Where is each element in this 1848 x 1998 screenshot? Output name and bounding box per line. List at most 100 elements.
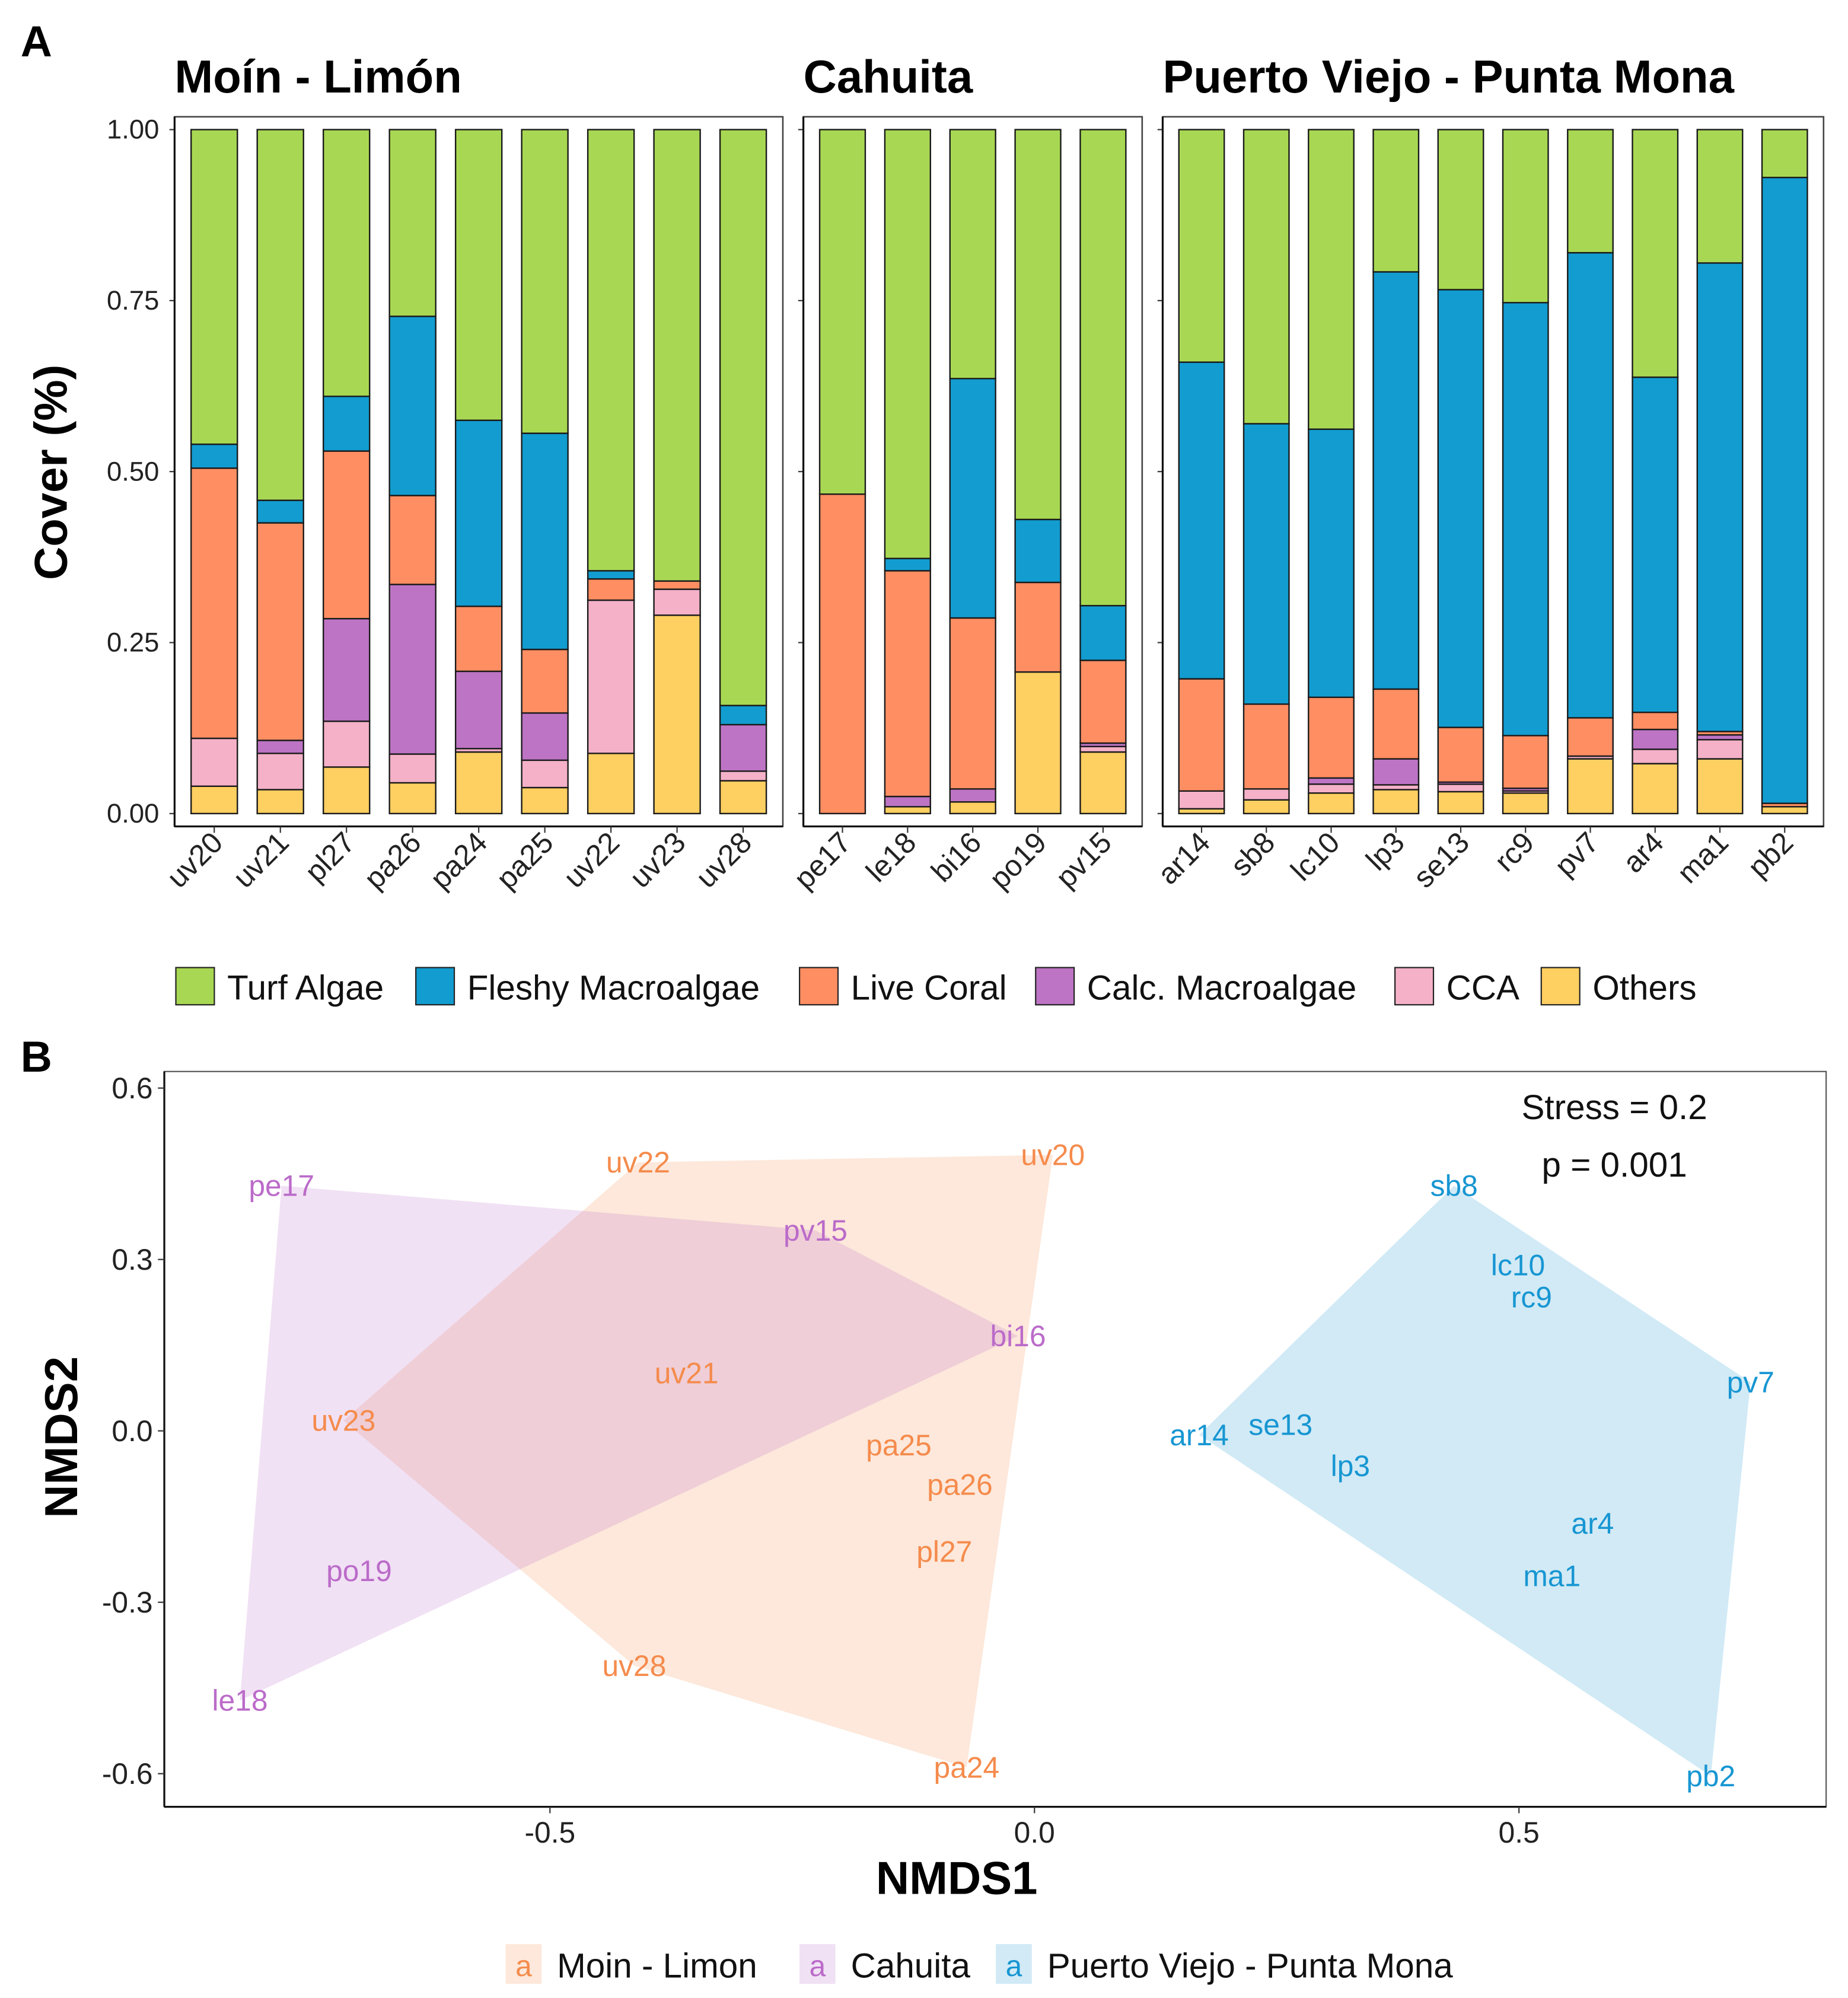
bar-segment-bi16-live-coral <box>949 617 996 790</box>
bar-segment-uv23-live-coral <box>653 580 701 590</box>
bar-segment-uv20-cca <box>190 737 238 787</box>
bar-segment-pa25-others <box>521 786 569 815</box>
x-tick-label: uv23 <box>623 826 692 894</box>
point-label-pa25: pa25 <box>866 1429 932 1462</box>
bar-segment-uv28-fleshy-macroalgae <box>719 705 767 726</box>
x-tick-label: ar4 <box>1616 826 1669 879</box>
point-label-uv20: uv20 <box>1021 1139 1085 1172</box>
bar-segment-bi16-others <box>949 801 996 815</box>
legend-key-puerto-viejo-punta-mona <box>996 1944 1032 1984</box>
x-tick-label: 0.5 <box>1499 1816 1540 1849</box>
bar-segment-sb8-live-coral <box>1242 703 1290 790</box>
y-tick-label: 0.0 <box>111 1414 152 1448</box>
bar-segment-ar4-fleshy-macroalgae <box>1632 376 1679 713</box>
bar-segment-po19-fleshy-macroalgae <box>1014 518 1062 584</box>
point-label-lp3: lp3 <box>1331 1449 1370 1483</box>
bar-segment-bi16-turf-algae <box>949 129 996 380</box>
bar-segment-lc10-live-coral <box>1308 696 1355 779</box>
bar-segment-pv15-cca <box>1079 745 1127 753</box>
bar-segment-pa24-others <box>454 751 503 815</box>
bar-segment-pl27-calc-macroalgae <box>322 617 371 722</box>
legend-swatch-turf-algae <box>175 967 215 1006</box>
bar-segment-pv15-fleshy-macroalgae <box>1079 605 1127 661</box>
bar-segment-pa24-live-coral <box>454 606 503 673</box>
y-tick-label: 0.75 <box>107 285 159 316</box>
bar-segment-pb2-fleshy-macroalgae <box>1761 177 1808 804</box>
bar-segment-lp3-fleshy-macroalgae <box>1372 271 1420 690</box>
bar-segment-ar4-calc-macroalgae <box>1632 728 1679 750</box>
bar-segment-pv15-live-coral <box>1079 659 1127 744</box>
point-label-lc10: lc10 <box>1491 1249 1545 1282</box>
bar-segment-pa26-fleshy-macroalgae <box>388 316 436 496</box>
point-label-pv7: pv7 <box>1727 1366 1774 1399</box>
legend-label: Others <box>1592 969 1696 1008</box>
x-tick-label: uv20 <box>160 826 229 894</box>
y-tick-label: -0.3 <box>102 1586 153 1619</box>
y-tick-label: 0.3 <box>111 1243 152 1276</box>
x-tick-label: rc9 <box>1488 826 1540 878</box>
bar-segment-po19-others <box>1014 671 1062 815</box>
x-tick-label: lc10 <box>1284 826 1346 887</box>
point-label-pv15: pv15 <box>783 1214 847 1247</box>
legend-label: Moin - Limon <box>557 1946 757 1985</box>
bar-segment-sb8-turf-algae <box>1242 129 1290 425</box>
y-axis-title: NMDS2 <box>35 1356 87 1518</box>
bar-segment-lp3-others <box>1372 789 1420 815</box>
x-tick-label: se13 <box>1407 826 1476 894</box>
y-tick-label: 0.00 <box>107 798 159 828</box>
bar-segment-uv28-calc-macroalgae <box>719 724 767 772</box>
x-tick-label: ma1 <box>1671 826 1735 890</box>
bar-segment-lc10-others <box>1308 792 1355 815</box>
bar-segment-pv15-others <box>1079 751 1127 815</box>
bar-segment-pv7-live-coral <box>1567 717 1614 757</box>
bar-segment-uv20-turf-algae <box>190 129 238 445</box>
bar-segment-uv23-others <box>653 614 701 815</box>
facet-title: Moín - Limón <box>174 50 461 103</box>
y-tick-label: 0.6 <box>111 1072 152 1105</box>
bar-segment-se13-fleshy-macroalgae <box>1437 289 1484 728</box>
bar-segment-uv22-live-coral <box>587 578 635 601</box>
legend-label: Cahuita <box>851 1946 971 1985</box>
bar-segment-uv21-others <box>256 789 304 815</box>
bar-segment-pa26-cca <box>388 753 436 784</box>
point-label-se13: se13 <box>1248 1408 1312 1441</box>
point-label-ar14: ar14 <box>1170 1419 1229 1452</box>
bar-segment-ar14-cca <box>1178 790 1225 810</box>
legend-key-cahuita <box>799 1944 836 1984</box>
x-tick-label: bi16 <box>925 826 987 888</box>
legend-key-glyph: a <box>515 1949 532 1983</box>
x-tick-label: uv21 <box>227 826 295 894</box>
hull-moin-limon <box>343 1155 1053 1768</box>
y-axis-title: Cover (%) <box>25 365 77 580</box>
x-tick-label: pe17 <box>788 826 858 896</box>
bar-segment-sb8-others <box>1242 799 1290 815</box>
point-label-le18: le18 <box>212 1684 267 1717</box>
x-axis-title: NMDS1 <box>876 1852 1038 1904</box>
legend-label: CCA <box>1446 969 1519 1008</box>
point-label-uv28: uv28 <box>603 1649 667 1682</box>
bar-segment-pv7-turf-algae <box>1567 129 1614 254</box>
legend-label: Puerto Viejo - Punta Mona <box>1047 1946 1454 1985</box>
bar-segment-se13-live-coral <box>1437 726 1484 783</box>
bar-segment-ar14-others <box>1178 808 1225 815</box>
x-tick-label: pa26 <box>358 826 428 896</box>
bar-segment-pl27-live-coral <box>322 450 371 620</box>
bar-segment-rc9-fleshy-macroalgae <box>1502 302 1549 737</box>
bar-segment-lp3-calc-macroalgae <box>1372 758 1420 786</box>
bar-segment-pa24-calc-macroalgae <box>454 670 503 750</box>
hull-cahuita <box>240 1186 1018 1701</box>
bar-legend: Turf Algae Fleshy Macroalgae Live Coral Cal… <box>175 967 1697 1008</box>
bar-segment-uv23-cca <box>653 588 701 616</box>
bar-segment-lp3-turf-algae <box>1372 129 1420 273</box>
x-tick-label: pv15 <box>1049 826 1118 894</box>
x-tick-label: le18 <box>859 826 922 888</box>
bar-segment-uv20-fleshy-macroalgae <box>190 443 238 469</box>
bar-segment-uv22-others <box>587 753 635 815</box>
point-label-pl27: pl27 <box>916 1535 972 1568</box>
x-tick-label: sb8 <box>1224 826 1281 882</box>
x-tick-label: lp3 <box>1359 826 1411 877</box>
bar-segment-pa25-cca <box>521 759 569 789</box>
bar-segment-lc10-cca <box>1308 783 1355 794</box>
bar-segment-le18-live-coral <box>884 570 932 798</box>
bar-segment-lp3-live-coral <box>1372 688 1420 760</box>
